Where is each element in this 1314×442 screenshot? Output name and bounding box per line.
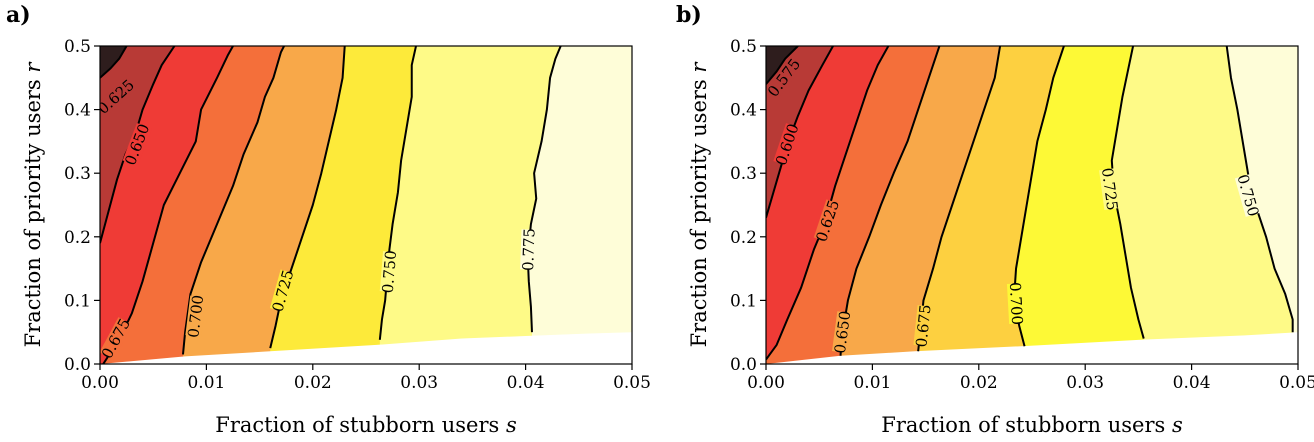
x-tick-label: 0.03	[400, 373, 438, 393]
contour-label: 0.675	[912, 304, 934, 349]
x-tick-label: 0.01	[853, 373, 891, 393]
y-tick-label: 0.4	[64, 101, 91, 121]
contour-label: 0.725	[1098, 167, 1122, 212]
y-tick-label: 0.5	[64, 37, 91, 57]
plot-frame	[99, 45, 633, 365]
contour-line	[100, 46, 128, 79]
y-tick-label: 0.5	[730, 37, 757, 57]
contour-line	[766, 46, 799, 85]
contour-label: 0.700	[1006, 282, 1026, 326]
y-tick-label: 0.3	[730, 164, 757, 184]
panel-label: a)	[6, 2, 31, 28]
y-tick-label: 0.2	[64, 228, 91, 248]
x-tick-label: 0.00	[747, 373, 785, 393]
y-tick-label: 0.3	[64, 164, 91, 184]
x-tick-label: 0.04	[507, 373, 545, 393]
panel-label: b)	[676, 2, 702, 28]
x-tick-label: 0.00	[81, 373, 119, 393]
y-tick-label: 0.2	[730, 228, 757, 248]
plot-frame	[765, 45, 1299, 365]
y-axis-label: Fraction of priority users r	[687, 61, 711, 348]
contour-line	[378, 46, 417, 340]
y-axis-label: Fraction of priority users r	[21, 61, 45, 348]
x-axis-label: Fraction of stubborn users s	[881, 413, 1183, 437]
y-tick-label: 0.4	[730, 101, 757, 121]
contour-label: 0.700	[184, 294, 207, 339]
x-tick-label: 0.04	[1173, 373, 1211, 393]
x-axis-label: Fraction of stubborn users s	[215, 413, 517, 437]
contour-label: 0.750	[379, 250, 401, 294]
contour-region	[100, 46, 175, 364]
undefined-region	[766, 332, 1298, 364]
x-tick-label: 0.01	[187, 373, 225, 393]
y-tick-label: 0.0	[64, 355, 91, 375]
y-tick-label: 0.1	[730, 291, 757, 311]
contour-line	[839, 46, 941, 356]
x-tick-label: 0.02	[294, 373, 332, 393]
y-tick-label: 0.0	[730, 355, 757, 375]
contour-label: 0.650	[831, 310, 855, 355]
contour-line	[526, 46, 562, 333]
x-tick-label: 0.03	[1066, 373, 1104, 393]
x-tick-label: 0.05	[613, 373, 651, 393]
contour-line	[181, 46, 285, 355]
x-tick-label: 0.02	[960, 373, 998, 393]
y-tick-label: 0.1	[64, 291, 91, 311]
x-tick-label: 0.05	[1279, 373, 1314, 393]
undefined-region	[100, 332, 632, 364]
contour-region	[766, 46, 834, 364]
contour-region	[766, 46, 798, 364]
contour-label: 0.775	[519, 228, 539, 272]
